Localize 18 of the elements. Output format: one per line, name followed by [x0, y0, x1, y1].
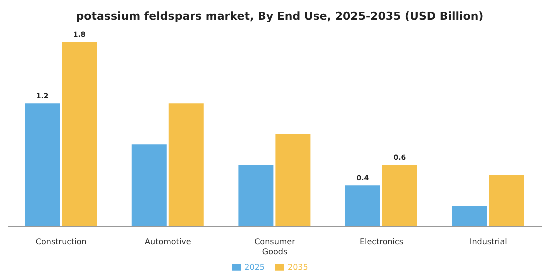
- bar: [62, 42, 98, 227]
- x-tick-label: Industrial: [470, 238, 508, 247]
- bar: [168, 104, 204, 227]
- legend-label: 2025: [244, 262, 265, 272]
- chart-title: potassium feldspars market, By End Use, 2025-2035 (USD Billion): [75, 9, 485, 25]
- x-tick-label: Consumer Goods: [254, 238, 296, 257]
- bar: [452, 206, 488, 227]
- bar: [25, 104, 60, 227]
- bar: [382, 165, 418, 227]
- x-tick-label: Construction: [36, 238, 87, 247]
- x-tick-label: Electronics: [360, 238, 404, 247]
- bar: [276, 134, 311, 227]
- legend-label: 2035: [288, 262, 308, 272]
- bar: [238, 165, 274, 227]
- x-tick-label: Automotive: [145, 238, 192, 247]
- bar: [132, 144, 167, 227]
- bar: [489, 175, 524, 227]
- bar: [345, 186, 380, 227]
